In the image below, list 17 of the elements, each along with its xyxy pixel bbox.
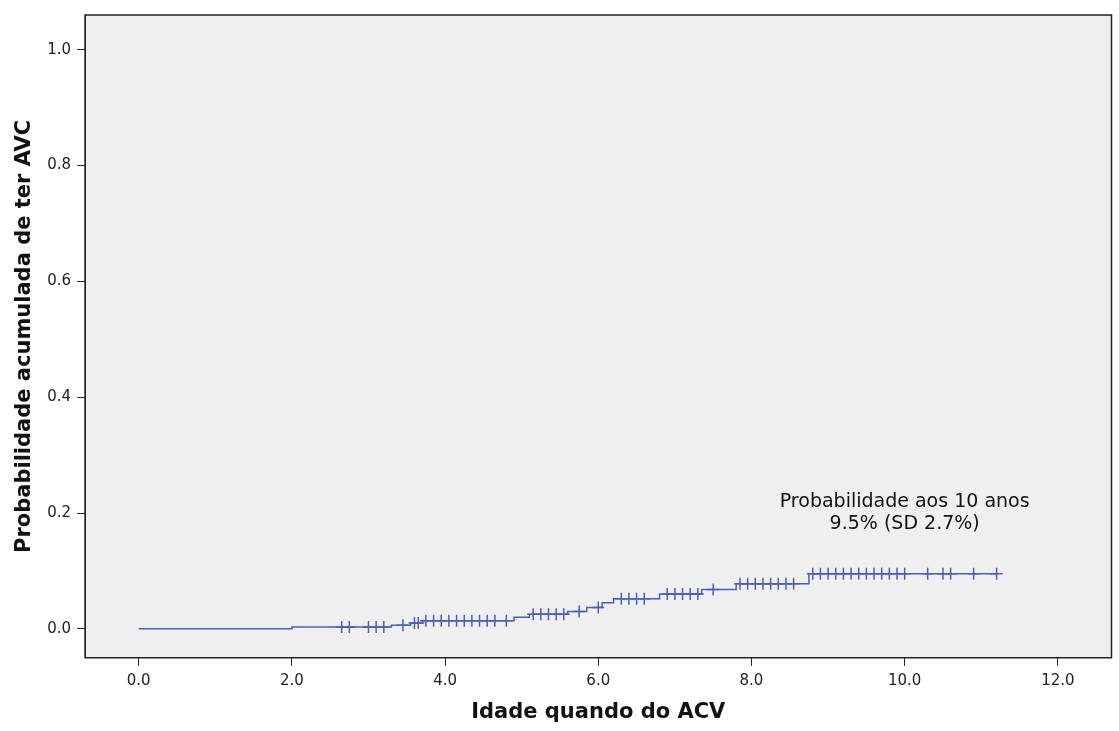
x-tick-label: 2.0 bbox=[279, 670, 304, 689]
annotation: 9.5% (SD 2.7%) bbox=[829, 511, 980, 534]
y-tick-label: 1.0 bbox=[47, 39, 72, 58]
x-axis-title: Idade quando do ACV bbox=[471, 698, 727, 723]
x-tick-label: 8.0 bbox=[739, 670, 764, 689]
y-tick-label: 0.8 bbox=[47, 155, 72, 174]
x-tick-label: 12.0 bbox=[1041, 670, 1075, 689]
y-tick-label: 0.4 bbox=[47, 387, 72, 406]
x-tick-label: 0.0 bbox=[126, 670, 151, 689]
y-axis-title: Probabilidade acumulada de ter AVC bbox=[11, 119, 36, 553]
x-tick-label: 4.0 bbox=[433, 670, 458, 689]
x-tick-label: 6.0 bbox=[586, 670, 611, 689]
y-tick-label: 0.0 bbox=[47, 618, 72, 637]
annotation: Probabilidade aos 10 anos bbox=[779, 489, 1030, 512]
y-tick-label: 0.2 bbox=[47, 502, 72, 521]
y-tick-label: 0.6 bbox=[47, 271, 72, 290]
x-tick-label: 10.0 bbox=[887, 670, 922, 689]
